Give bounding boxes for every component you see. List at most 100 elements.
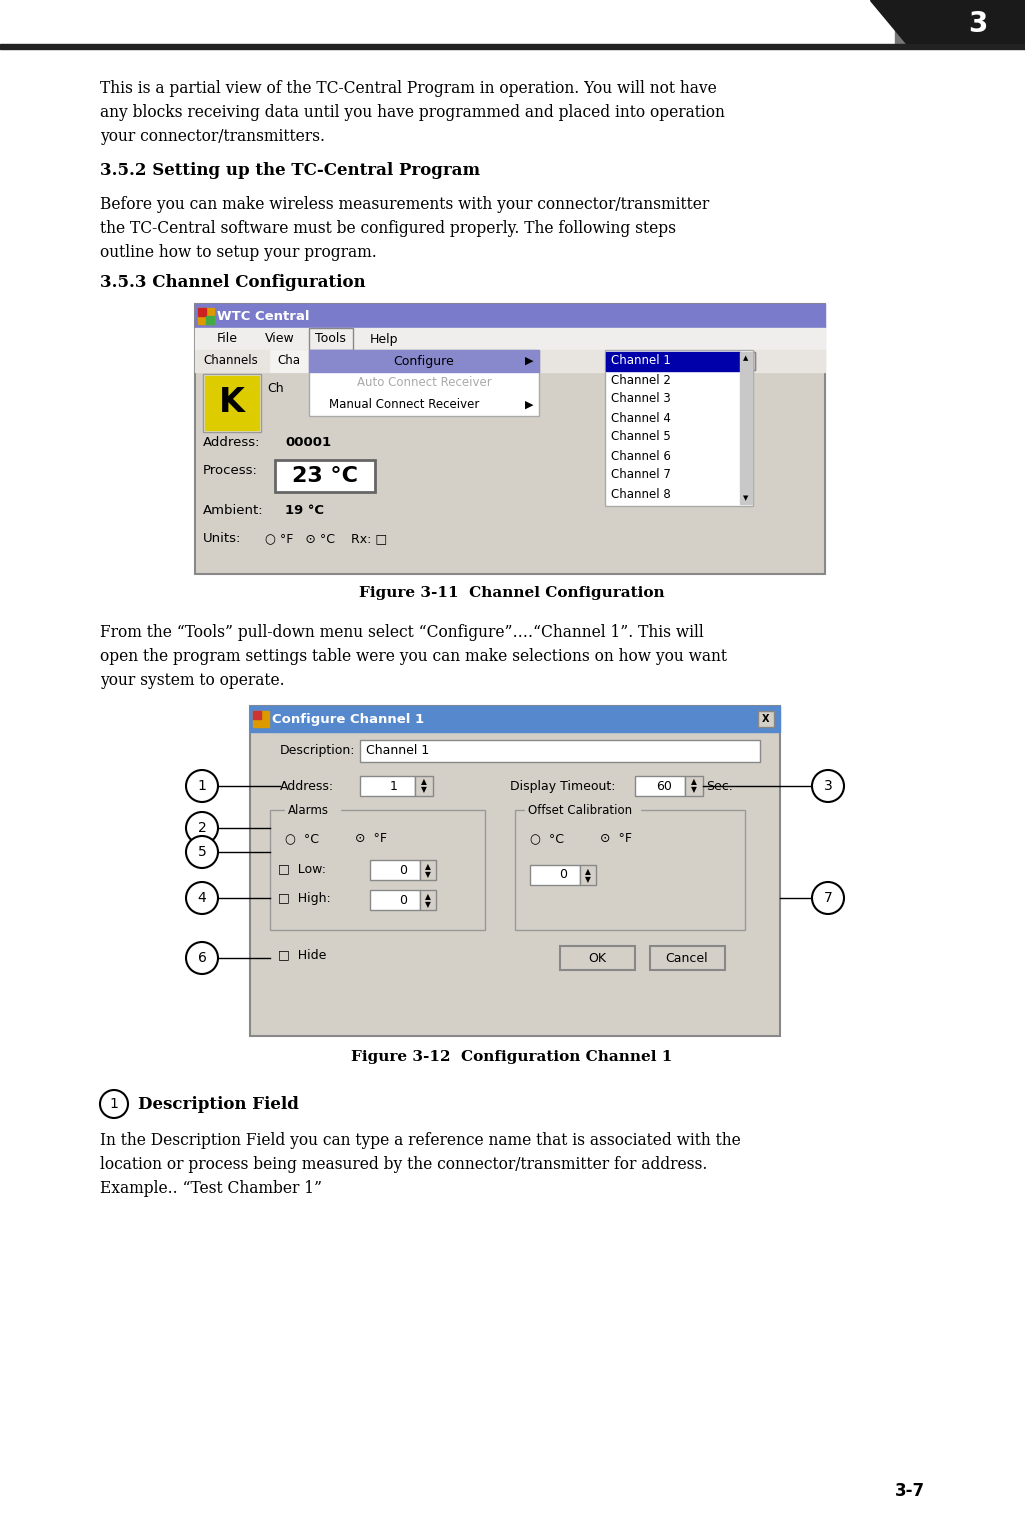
Text: 4: 4 [198, 891, 206, 904]
Text: K: K [219, 386, 245, 419]
Text: Channel 3: Channel 3 [611, 392, 670, 406]
Bar [253, 711, 269, 727]
Text: ▼: ▼ [740, 355, 748, 366]
Text: Alarms: Alarms [288, 804, 329, 816]
Circle shape [186, 836, 218, 868]
Bar [580, 865, 596, 884]
Text: 0: 0 [559, 869, 567, 881]
Bar [198, 308, 214, 323]
Text: WTC Central: WTC Central [217, 310, 310, 322]
Circle shape [812, 881, 844, 913]
Bar [195, 303, 825, 573]
Text: 19 °C: 19 °C [285, 503, 324, 517]
Text: Channel 2: Channel 2 [611, 374, 671, 386]
Text: Software: Software [781, 15, 880, 34]
Circle shape [186, 770, 218, 802]
Bar [195, 303, 825, 328]
Text: Sec.: Sec. [706, 779, 733, 793]
Text: Channel 5: Channel 5 [611, 430, 670, 444]
Bar [253, 711, 261, 718]
Text: Figure 3-11  Channel Configuration: Figure 3-11 Channel Configuration [359, 586, 665, 599]
Text: 0: 0 [399, 894, 407, 906]
Text: 0: 0 [399, 863, 407, 877]
Text: Description:: Description: [280, 744, 356, 756]
Bar [515, 810, 745, 930]
Text: Manual Connect Receiver: Manual Connect Receiver [329, 398, 480, 412]
Text: 1: 1 [110, 1096, 119, 1112]
Text: ▼: ▼ [743, 496, 748, 502]
Text: Channel 4: Channel 4 [611, 412, 671, 424]
Bar [309, 351, 539, 416]
Bar [0, 44, 1025, 49]
Bar [270, 810, 485, 930]
Bar [285, 804, 340, 817]
Circle shape [100, 1090, 128, 1118]
Text: Channel 7: Channel 7 [611, 468, 671, 482]
Text: 1: 1 [198, 779, 206, 793]
Text: Channels: Channels [203, 354, 257, 368]
Bar [530, 865, 580, 884]
Text: Channel 8: Channel 8 [611, 488, 670, 500]
Text: View: View [265, 332, 295, 346]
Text: 7: 7 [824, 891, 832, 904]
Bar [415, 776, 433, 796]
Text: 60: 60 [656, 779, 672, 793]
Circle shape [186, 942, 218, 974]
Bar [360, 740, 760, 762]
Bar [636, 776, 685, 796]
Bar [195, 351, 825, 372]
Text: 23 °C: 23 °C [292, 467, 358, 486]
Bar [360, 776, 415, 796]
Bar [420, 891, 436, 910]
Text: Channel 1: Channel 1 [620, 354, 680, 368]
Text: ⊙  °F: ⊙ °F [355, 833, 387, 845]
Text: ▼: ▼ [425, 900, 430, 909]
Text: Ambient:: Ambient: [203, 503, 263, 517]
Text: ▼: ▼ [425, 871, 430, 880]
Text: Units:: Units: [203, 532, 241, 544]
Text: ▲: ▲ [421, 778, 427, 787]
Text: ▼: ▼ [585, 875, 591, 884]
Text: □  Low:: □ Low: [278, 862, 326, 875]
Text: Channel 1: Channel 1 [611, 354, 671, 368]
Text: 5: 5 [198, 845, 206, 859]
Text: 1: 1 [391, 779, 398, 793]
Text: OK: OK [588, 952, 606, 964]
Circle shape [812, 770, 844, 802]
Text: Display Timeout:: Display Timeout: [510, 779, 615, 793]
Text: Offset Calibration: Offset Calibration [528, 804, 632, 816]
Text: ▼: ▼ [421, 785, 427, 795]
Text: ▶: ▶ [525, 355, 533, 366]
Bar [250, 706, 780, 1035]
Text: □  Hide: □ Hide [278, 949, 326, 961]
Text: In the Description Field you can type a reference name that is associated with t: In the Description Field you can type a … [100, 1132, 741, 1197]
Bar [195, 328, 825, 351]
Text: Cha: Cha [277, 354, 300, 368]
Bar [685, 776, 703, 796]
Text: Channel 6: Channel 6 [611, 450, 671, 462]
Text: 3.5.2 Setting up the TC-Central Program: 3.5.2 Setting up the TC-Central Program [100, 162, 480, 178]
Text: 2: 2 [198, 820, 206, 836]
Polygon shape [895, 0, 930, 47]
Bar [605, 351, 753, 506]
Text: ▲: ▲ [425, 892, 430, 901]
Text: 3: 3 [969, 11, 988, 38]
Text: Ch: Ch [266, 381, 284, 395]
Text: X: X [763, 714, 770, 724]
Text: ▲: ▲ [691, 778, 697, 787]
Bar [198, 308, 206, 316]
Bar [606, 352, 740, 371]
Text: Address:: Address: [203, 436, 260, 448]
Circle shape [186, 881, 218, 913]
Bar [205, 377, 259, 430]
Text: ○ °F   ⊙ °C    Rx: □: ○ °F ⊙ °C Rx: □ [265, 532, 387, 544]
Text: 3: 3 [824, 779, 832, 793]
Text: 6: 6 [198, 952, 206, 965]
Bar [525, 804, 640, 817]
Bar [733, 352, 755, 371]
Text: Configure: Configure [394, 354, 454, 368]
Text: ▶: ▶ [525, 400, 533, 410]
Text: Description Field: Description Field [138, 1096, 299, 1113]
Bar [758, 711, 774, 727]
Text: 3.5.3 Channel Configuration: 3.5.3 Channel Configuration [100, 274, 366, 291]
